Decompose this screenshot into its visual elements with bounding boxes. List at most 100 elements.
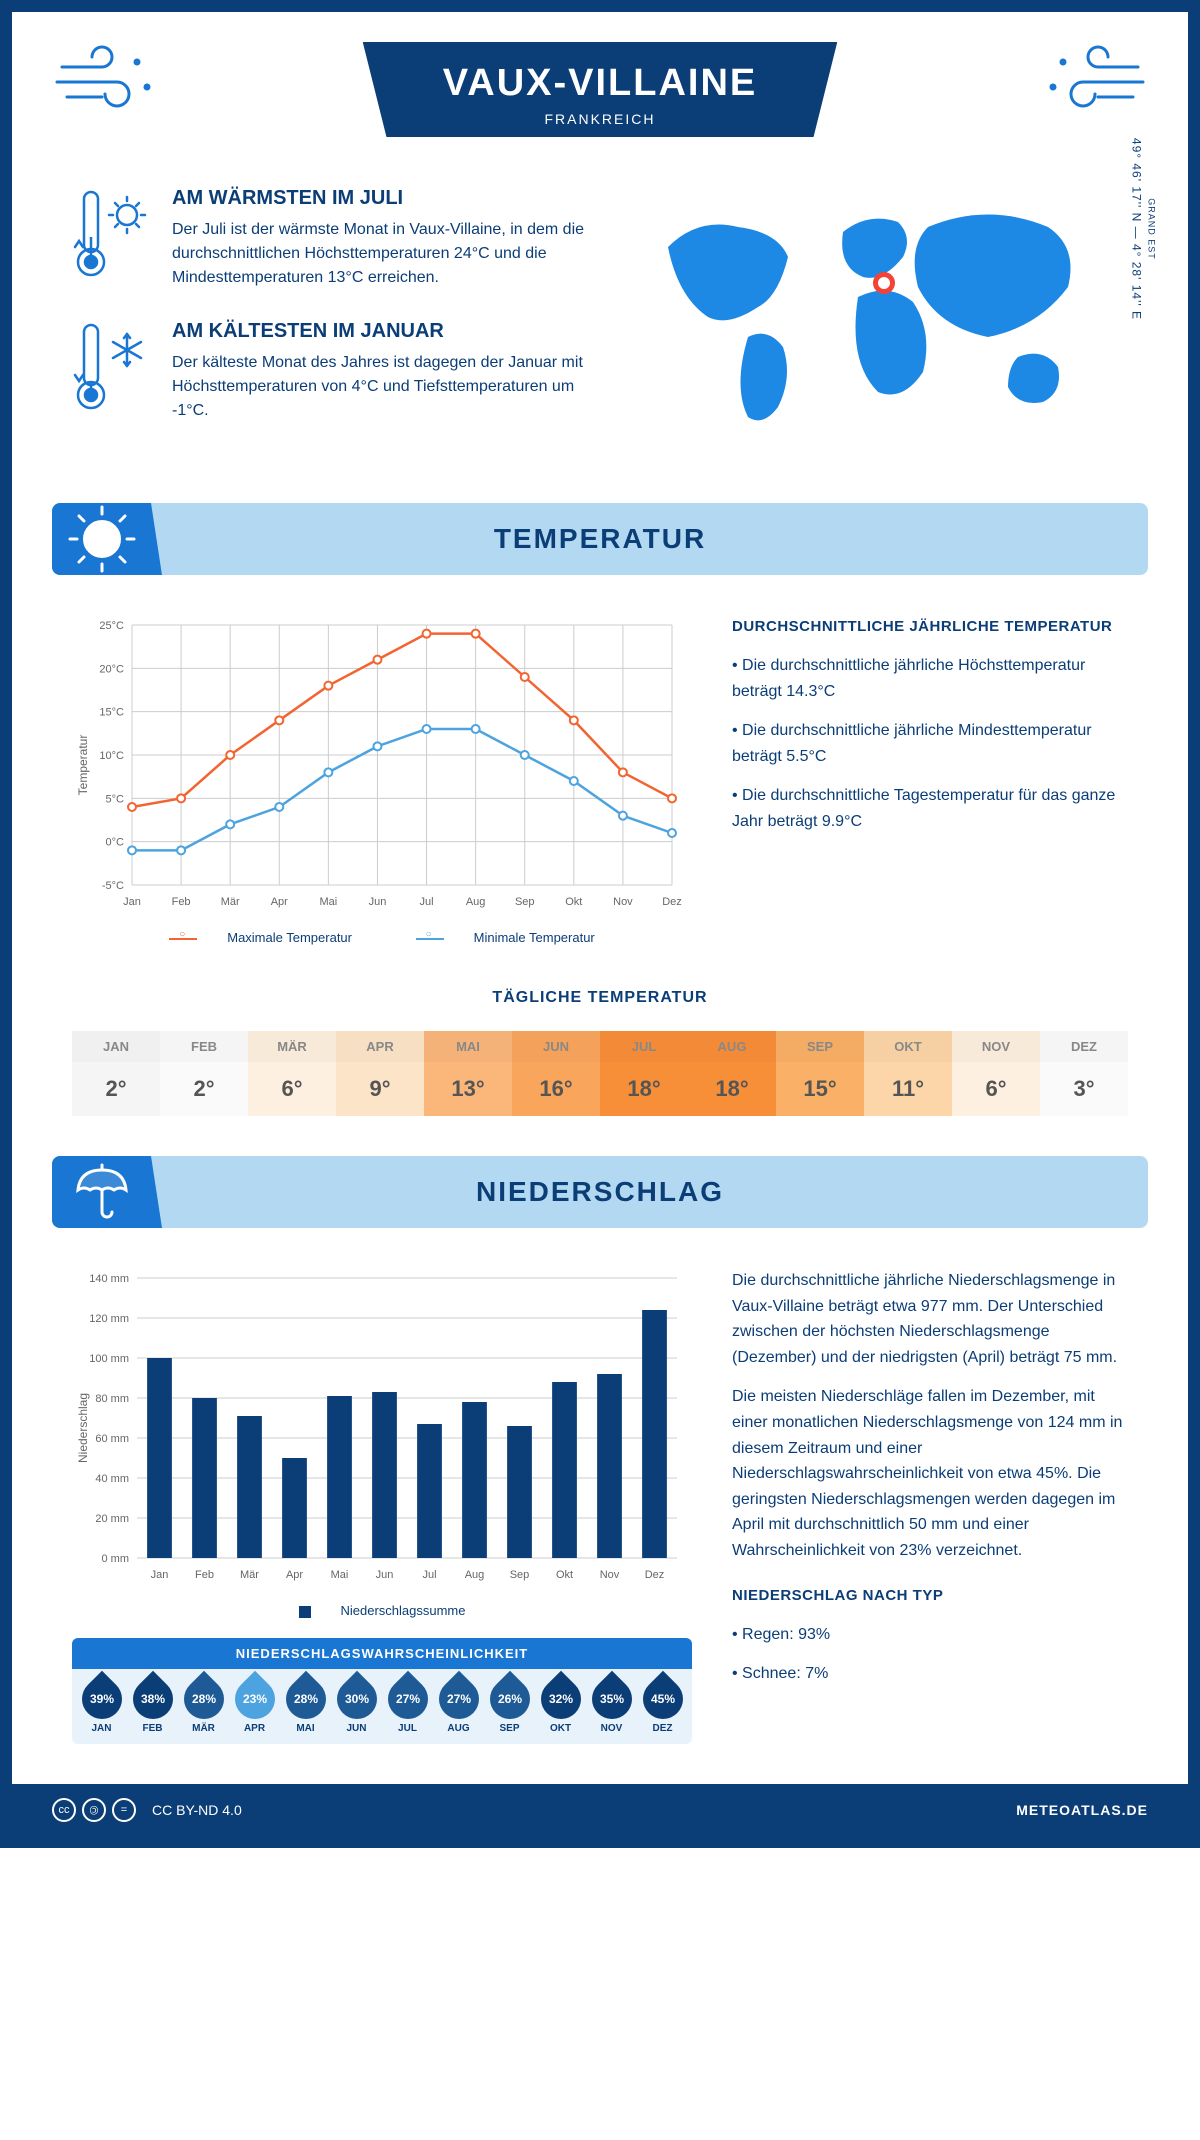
temp-cell: MÄR6°: [248, 1021, 336, 1126]
svg-text:5°C: 5°C: [106, 793, 125, 805]
temp-cell: AUG18°: [688, 1021, 776, 1126]
temp-cell: NOV6°: [952, 1021, 1040, 1126]
prob-cell: 38%FEB: [127, 1679, 178, 1734]
svg-text:Okt: Okt: [565, 896, 582, 908]
prob-cell: 28%MÄR: [178, 1679, 229, 1734]
svg-text:Apr: Apr: [286, 1569, 303, 1581]
map-marker-icon: [873, 272, 895, 294]
page-title: VAUX-VILLAINE: [443, 62, 758, 105]
license-text: CC BY-ND 4.0: [152, 1802, 242, 1818]
coldest-title: AM KÄLTESTEN IM JANUAR: [172, 320, 608, 343]
warmest-title: AM WÄRMSTEN IM JULI: [172, 187, 608, 210]
thermometer-hot-icon: [72, 187, 152, 290]
title-banner: VAUX-VILLAINE FRANKREICH: [363, 42, 838, 137]
svg-text:Nov: Nov: [613, 896, 633, 908]
cc-icon: cc: [52, 1798, 76, 1822]
svg-text:Niederschlag: Niederschlag: [76, 1393, 90, 1463]
wind-icon: [1038, 42, 1148, 117]
sun-icon: [67, 504, 137, 574]
site-name: METEOATLAS.DE: [1016, 1802, 1148, 1818]
temp-cell: JAN2°: [72, 1021, 160, 1126]
temp-cell: MAI13°: [424, 1021, 512, 1126]
bullet: • Die durchschnittliche Tagestemperatur …: [732, 783, 1128, 834]
temp-cell: JUN16°: [512, 1021, 600, 1126]
prob-cell: 28%MAI: [280, 1679, 331, 1734]
section-title: TEMPERATUR: [72, 523, 1128, 555]
svg-text:Sep: Sep: [515, 896, 535, 908]
svg-text:-5°C: -5°C: [102, 880, 124, 892]
license-block: cc 🄯 = CC BY-ND 4.0: [52, 1798, 242, 1822]
world-map: GRAND EST 49° 46' 17'' N — 4° 28' 14'' E: [648, 187, 1128, 453]
bullet: • Schnee: 7%: [732, 1661, 1128, 1687]
nd-icon: =: [112, 1798, 136, 1822]
prob-cell: 35%NOV: [586, 1679, 637, 1734]
svg-text:15°C: 15°C: [99, 707, 124, 719]
thermometer-cold-icon: [72, 320, 152, 423]
prob-cell: 32%OKT: [535, 1679, 586, 1734]
svg-text:60 mm: 60 mm: [95, 1433, 129, 1445]
temp-cell: OKT11°: [864, 1021, 952, 1126]
precipitation-summary: Die durchschnittliche jährliche Niedersc…: [732, 1268, 1128, 1744]
bullet: • Regen: 93%: [732, 1622, 1128, 1648]
temp-chart-legend: Maximale Temperatur Minimale Temperatur: [72, 930, 692, 945]
precip-chart-legend: Niederschlagssumme: [72, 1603, 692, 1618]
coordinates-label: GRAND EST 49° 46' 17'' N — 4° 28' 14'' E: [1130, 138, 1157, 320]
intro-row: AM WÄRMSTEN IM JULI Der Juli ist der wär…: [12, 147, 1188, 483]
daily-temp-table: JAN2°FEB2°MÄR6°APR9°MAI13°JUN16°JUL18°AU…: [72, 1021, 1128, 1126]
svg-text:Nov: Nov: [600, 1569, 620, 1581]
prob-title: NIEDERSCHLAGSWAHRSCHEINLICHKEIT: [72, 1638, 692, 1669]
temp-cell: DEZ3°: [1040, 1021, 1128, 1126]
svg-text:Jun: Jun: [369, 896, 387, 908]
precip-type-title: NIEDERSCHLAG NACH TYP: [732, 1584, 1128, 1608]
svg-text:80 mm: 80 mm: [95, 1393, 129, 1405]
svg-text:Mai: Mai: [319, 896, 337, 908]
svg-text:Dez: Dez: [645, 1569, 665, 1581]
section-header-temperature: TEMPERATUR: [52, 503, 1148, 575]
svg-text:Okt: Okt: [556, 1569, 573, 1581]
svg-text:120 mm: 120 mm: [89, 1313, 129, 1325]
by-icon: 🄯: [82, 1798, 106, 1822]
prob-cell: 27%AUG: [433, 1679, 484, 1734]
bullet: • Die durchschnittliche jährliche Mindes…: [732, 718, 1128, 769]
temp-cell: APR9°: [336, 1021, 424, 1126]
svg-text:Feb: Feb: [172, 896, 191, 908]
temp-summary-title: DURCHSCHNITTLICHE JÄHRLICHE TEMPERATUR: [732, 615, 1128, 639]
temp-cell: JUL18°: [600, 1021, 688, 1126]
warmest-text: Der Juli ist der wärmste Monat in Vaux-V…: [172, 218, 608, 290]
svg-text:25°C: 25°C: [99, 620, 124, 632]
svg-text:0 mm: 0 mm: [102, 1553, 130, 1565]
coldest-block: AM KÄLTESTEN IM JANUAR Der kälteste Mona…: [72, 320, 608, 423]
svg-text:Mai: Mai: [331, 1569, 349, 1581]
svg-text:20°C: 20°C: [99, 663, 124, 675]
svg-text:Jan: Jan: [123, 896, 141, 908]
umbrella-icon: [67, 1157, 137, 1227]
svg-text:Jul: Jul: [420, 896, 434, 908]
svg-text:10°C: 10°C: [99, 750, 124, 762]
svg-text:Jan: Jan: [151, 1569, 169, 1581]
svg-text:Mär: Mär: [240, 1569, 259, 1581]
prob-cell: 23%APR: [229, 1679, 280, 1734]
svg-text:0°C: 0°C: [106, 837, 125, 849]
coldest-text: Der kälteste Monat des Jahres ist dagege…: [172, 351, 608, 423]
precip-text: Die meisten Niederschläge fallen im Deze…: [732, 1384, 1128, 1563]
svg-text:Dez: Dez: [662, 896, 682, 908]
svg-text:40 mm: 40 mm: [95, 1473, 129, 1485]
svg-text:Feb: Feb: [195, 1569, 214, 1581]
prob-cell: 26%SEP: [484, 1679, 535, 1734]
bullet: • Die durchschnittliche jährliche Höchst…: [732, 653, 1128, 704]
svg-text:Apr: Apr: [271, 896, 288, 908]
precip-probability-box: NIEDERSCHLAGSWAHRSCHEINLICHKEIT 39%JAN38…: [72, 1638, 692, 1744]
section-header-precipitation: NIEDERSCHLAG: [52, 1156, 1148, 1228]
svg-text:100 mm: 100 mm: [89, 1353, 129, 1365]
temp-cell: FEB2°: [160, 1021, 248, 1126]
warmest-block: AM WÄRMSTEN IM JULI Der Juli ist der wär…: [72, 187, 608, 290]
svg-text:Aug: Aug: [466, 896, 486, 908]
temp-cell: SEP15°: [776, 1021, 864, 1126]
svg-text:Temperatur: Temperatur: [76, 735, 90, 796]
svg-text:Jun: Jun: [376, 1569, 394, 1581]
temperature-summary: DURCHSCHNITTLICHE JÄHRLICHE TEMPERATUR •…: [732, 615, 1128, 945]
header: VAUX-VILLAINE FRANKREICH: [12, 12, 1188, 147]
footer: cc 🄯 = CC BY-ND 4.0 METEOATLAS.DE: [12, 1784, 1188, 1836]
precipitation-chart: 0 mm20 mm40 mm60 mm80 mm100 mm120 mm140 …: [72, 1268, 692, 1744]
svg-text:Mär: Mär: [221, 896, 240, 908]
